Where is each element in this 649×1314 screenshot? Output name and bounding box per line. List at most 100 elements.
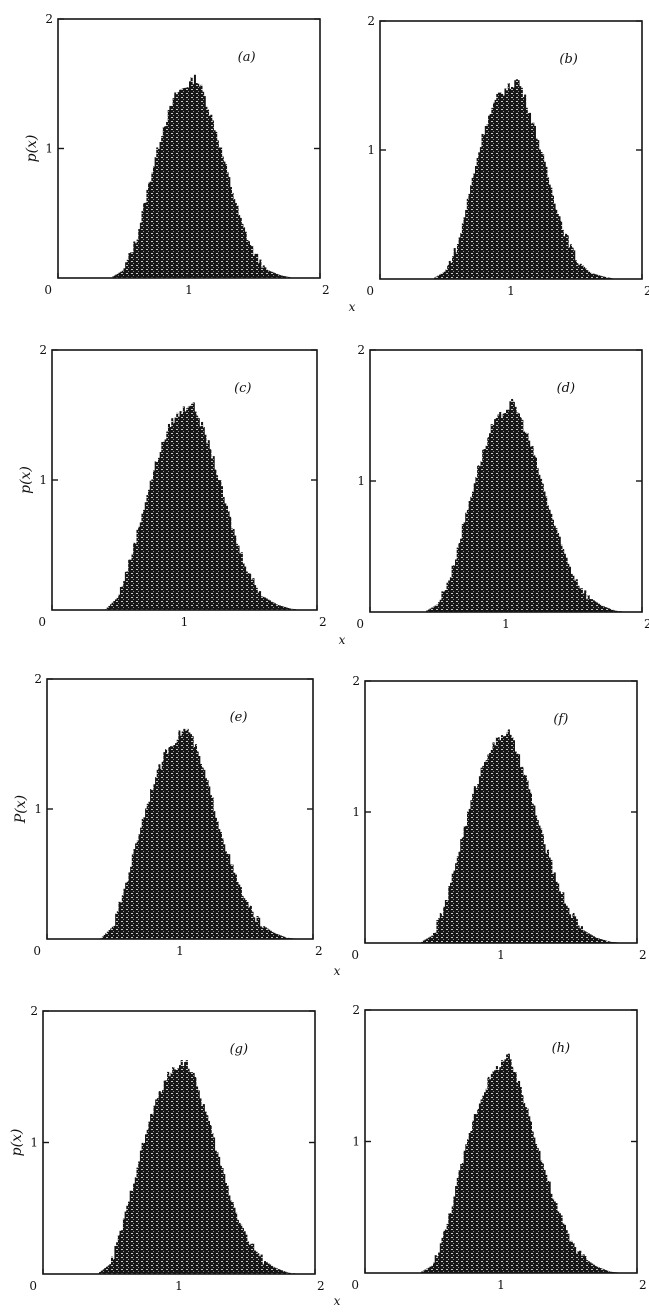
histogram-bar bbox=[161, 441, 164, 610]
histogram-bar bbox=[572, 912, 575, 943]
histogram-bar bbox=[550, 1193, 553, 1273]
histogram-bar bbox=[277, 1269, 280, 1274]
histogram-bar bbox=[151, 790, 154, 939]
histogram-bar bbox=[507, 729, 510, 943]
histogram-bar bbox=[125, 262, 128, 278]
histogram-bar bbox=[204, 434, 207, 610]
histogram-bar bbox=[491, 107, 494, 279]
histogram-bar bbox=[174, 92, 177, 278]
histogram-bar bbox=[560, 1215, 563, 1273]
histogram-bar bbox=[579, 928, 582, 943]
y-tick-label: 1 bbox=[45, 142, 53, 156]
histogram-bar bbox=[279, 1269, 282, 1274]
histogram-bar bbox=[427, 609, 430, 612]
histogram-bar bbox=[540, 478, 543, 612]
x-tick-label: 1 bbox=[497, 948, 505, 962]
histogram-bar bbox=[211, 120, 214, 279]
histogram-bar bbox=[613, 610, 616, 612]
histogram-bar bbox=[255, 1251, 258, 1274]
x-axis-label: x bbox=[349, 300, 356, 314]
histogram-bar bbox=[139, 1150, 142, 1274]
histogram-bar bbox=[118, 594, 121, 610]
histogram-bar bbox=[499, 740, 502, 943]
histogram-bar bbox=[264, 267, 267, 278]
histogram-bar bbox=[578, 265, 581, 279]
histogram-bar bbox=[597, 1267, 600, 1273]
histogram-bar bbox=[115, 913, 118, 939]
histogram-bar bbox=[495, 1066, 498, 1273]
histogram-bar bbox=[427, 937, 430, 943]
x-tick-label: 1 bbox=[502, 617, 510, 631]
histogram-bar bbox=[465, 825, 468, 943]
histogram-bar bbox=[106, 931, 109, 939]
histogram-bar bbox=[492, 742, 495, 943]
histogram-bar bbox=[519, 417, 522, 612]
histogram-bar bbox=[150, 1113, 153, 1274]
histogram-bar bbox=[604, 276, 607, 279]
histogram-bar bbox=[280, 606, 283, 610]
histogram-bar bbox=[121, 586, 124, 610]
histogram-bar bbox=[136, 840, 139, 939]
histogram-bar bbox=[558, 891, 561, 943]
histogram-bar bbox=[272, 272, 275, 278]
histogram-bar bbox=[438, 918, 441, 943]
histogram-bar bbox=[499, 92, 502, 279]
histogram-bar bbox=[530, 123, 533, 280]
histogram-bar bbox=[584, 268, 587, 279]
histogram-bar bbox=[529, 792, 532, 943]
histogram-bar bbox=[180, 1060, 183, 1274]
histogram-bar bbox=[538, 474, 541, 612]
histogram-bar bbox=[283, 276, 287, 278]
histogram-bar bbox=[190, 77, 193, 278]
histogram-bar bbox=[177, 416, 180, 610]
histogram-bar bbox=[109, 604, 113, 610]
histogram-bar bbox=[563, 903, 566, 943]
histogram-bar bbox=[194, 1077, 197, 1274]
histogram-bar bbox=[121, 895, 124, 939]
histogram-bar bbox=[180, 88, 183, 278]
histogram-bar bbox=[138, 1161, 141, 1274]
histogram-bar bbox=[260, 1254, 263, 1274]
histogram-bar bbox=[422, 940, 425, 943]
histogram-bar bbox=[586, 932, 589, 943]
histogram-bar bbox=[241, 223, 244, 278]
histogram-bar bbox=[608, 1271, 611, 1273]
histogram-bar bbox=[282, 275, 285, 278]
histogram-bar bbox=[106, 607, 109, 610]
histogram-bar bbox=[107, 1265, 110, 1274]
histogram-bar bbox=[436, 604, 439, 612]
histogram-bar bbox=[536, 820, 539, 943]
histogram-bar bbox=[231, 1202, 234, 1274]
histogram-bar bbox=[200, 84, 203, 278]
histogram-bar bbox=[550, 513, 553, 612]
histogram-panel: 1 2 0 1 2 (h) x bbox=[334, 1003, 647, 1308]
y-tick-label: 1 bbox=[34, 802, 42, 816]
x-axis-label: x bbox=[334, 964, 341, 978]
histogram-bar bbox=[261, 267, 264, 278]
histogram-bar bbox=[438, 274, 441, 279]
histogram-bar bbox=[551, 195, 554, 279]
histogram-bar bbox=[552, 1198, 555, 1273]
histogram-bar bbox=[550, 187, 553, 279]
histogram-bar bbox=[230, 528, 233, 610]
histogram-bar bbox=[189, 1072, 192, 1274]
histogram-bar bbox=[238, 215, 241, 278]
histogram-bar bbox=[470, 800, 473, 943]
histogram-bar bbox=[120, 271, 123, 278]
histogram-bar bbox=[456, 244, 459, 279]
histogram-bar bbox=[500, 417, 503, 612]
histogram-bar bbox=[597, 275, 600, 279]
histogram-bar bbox=[139, 522, 142, 610]
histogram-bar bbox=[480, 767, 483, 943]
histogram-bar bbox=[248, 1244, 251, 1274]
histogram-bar bbox=[608, 608, 611, 612]
histogram-bar bbox=[146, 1129, 149, 1274]
histogram-bar bbox=[506, 90, 509, 280]
histogram-bar bbox=[231, 192, 234, 278]
histogram-bar bbox=[605, 277, 609, 279]
histogram-bar bbox=[204, 1111, 207, 1274]
histogram-bar bbox=[515, 79, 518, 280]
histogram-bar bbox=[148, 1121, 151, 1274]
histogram-bar bbox=[512, 1071, 515, 1273]
histogram-bar bbox=[179, 411, 182, 610]
